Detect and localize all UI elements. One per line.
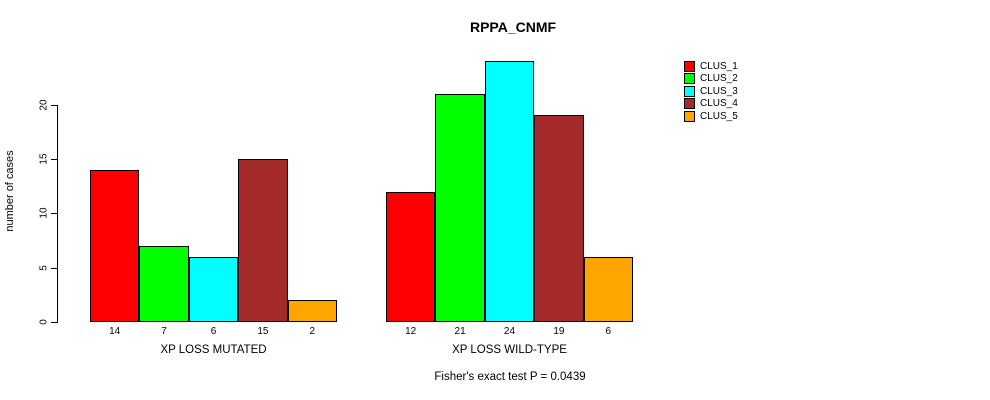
bar-value-label: 12 (405, 326, 417, 337)
bar-value-label: 7 (161, 326, 167, 337)
bar-clus_2-group1 (139, 245, 189, 322)
y-axis-tick (51, 104, 57, 106)
bar-clus_1-group1 (90, 169, 140, 322)
bar-value-label: 14 (109, 326, 121, 337)
y-axis-tick (51, 213, 57, 215)
group-label: XP LOSS MUTATED (160, 344, 267, 356)
bar-clus_4-group2 (534, 115, 584, 322)
y-axis-tick-label: 10 (38, 207, 50, 219)
legend-swatch (684, 73, 695, 85)
y-axis-tick (51, 322, 57, 323)
group-label: XP LOSS WILD-TYPE (452, 344, 567, 356)
y-axis-tick (51, 158, 57, 160)
bar-value-label: 24 (503, 326, 516, 337)
legend-swatch (684, 61, 695, 72)
y-axis-tick-label: 5 (38, 264, 50, 271)
legend-label: CLUS_4 (700, 98, 738, 110)
y-axis-tick (51, 267, 57, 269)
bar-value-label: 15 (257, 326, 269, 337)
bar-clus_4-group1 (238, 158, 288, 322)
bar-clus_2-group2 (435, 93, 485, 322)
legend-label: CLUS_3 (700, 85, 738, 97)
y-axis-tick-label: 0 (38, 319, 50, 325)
legend-label: CLUS_5 (700, 110, 738, 122)
y-axis-line (57, 104, 58, 323)
y-axis-tick-label: 20 (38, 99, 50, 111)
bar-value-label: 6 (605, 326, 612, 337)
legend-swatch (684, 98, 695, 110)
chart-title: RPPA_CNMF (469, 19, 557, 35)
legend-label: CLUS_1 (700, 61, 738, 72)
bar-value-label: 21 (454, 326, 466, 337)
y-axis-tick-label: 15 (38, 153, 50, 165)
fisher-test-annotation: Fisher's exact test P = 0.0439 (434, 371, 586, 383)
legend-label: CLUS_2 (700, 73, 738, 85)
legend-swatch (684, 85, 695, 97)
bar-clus_1-group2 (386, 191, 436, 322)
bar-clus_5-group2 (583, 256, 633, 322)
bar-clus_3-group1 (188, 256, 239, 322)
bar-value-label: 6 (210, 326, 217, 337)
legend-swatch (684, 110, 695, 122)
bar-clus_5-group1 (287, 300, 337, 322)
bar-clus_3-group2 (484, 61, 535, 322)
bar-value-label: 2 (309, 326, 316, 337)
bar-value-label: 19 (553, 326, 565, 337)
y-axis-label: number of cases (4, 150, 16, 232)
